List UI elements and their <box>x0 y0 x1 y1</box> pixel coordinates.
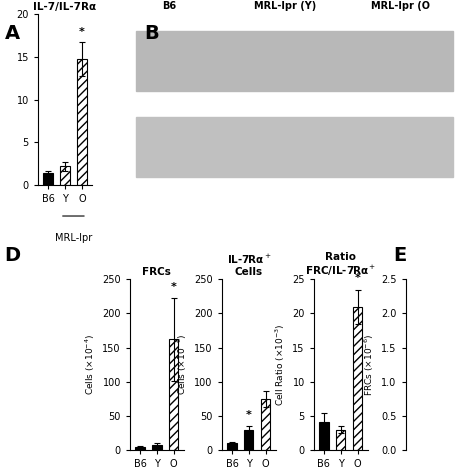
Y-axis label: Cell Ratio (×10$^{-3}$): Cell Ratio (×10$^{-3}$) <box>273 323 287 406</box>
Bar <box>137 31 453 91</box>
Bar <box>336 430 346 450</box>
Text: *: * <box>79 27 85 37</box>
Title: FRCs: FRCs <box>143 267 171 277</box>
Y-axis label: Cells (×10$^{-6}$): Cells (×10$^{-6}$) <box>175 334 189 395</box>
Title: IL-7Rα$^+$
Cells: IL-7Rα$^+$ Cells <box>227 253 271 277</box>
Bar <box>152 445 162 450</box>
Text: B: B <box>145 24 159 43</box>
Y-axis label: FRCs (×10$^{-6}$): FRCs (×10$^{-6}$) <box>362 334 375 396</box>
Bar <box>136 447 145 450</box>
Title: Ratio
IL-7/IL-7Rα: Ratio IL-7/IL-7Rα <box>33 0 97 12</box>
Text: MRL-lpr (O: MRL-lpr (O <box>371 1 430 11</box>
Bar <box>319 421 328 450</box>
Text: A: A <box>5 24 20 43</box>
Text: D: D <box>5 246 21 265</box>
Bar <box>228 444 237 450</box>
Text: *: * <box>355 273 361 283</box>
Bar <box>261 399 270 450</box>
Bar <box>137 117 453 177</box>
Y-axis label: Cells (×10$^{-4}$): Cells (×10$^{-4}$) <box>83 334 97 395</box>
Text: B6: B6 <box>163 1 176 11</box>
Bar <box>244 430 254 450</box>
Text: *: * <box>246 410 252 419</box>
Text: MRL-lpr: MRL-lpr <box>55 233 92 243</box>
Title: Ratio
FRC/IL-7Rα$^+$: Ratio FRC/IL-7Rα$^+$ <box>305 252 376 278</box>
Text: MRL-lpr (Y): MRL-lpr (Y) <box>254 1 316 11</box>
Bar <box>77 59 87 185</box>
Text: E: E <box>393 246 407 265</box>
Bar <box>44 173 53 185</box>
Text: *: * <box>171 282 177 292</box>
Bar <box>60 166 70 185</box>
Bar <box>169 339 178 450</box>
Bar <box>353 307 362 450</box>
